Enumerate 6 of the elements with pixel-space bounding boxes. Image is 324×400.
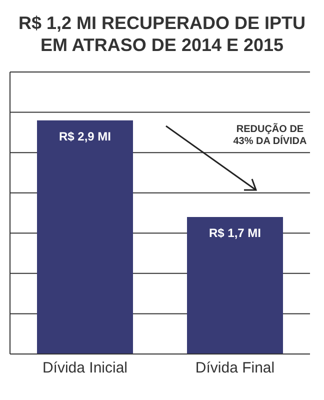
chart-title: R$ 1,2 MI RECUPERADO DE IPTU EM ATRASO DE 2014 E 2015: [17, 12, 307, 57]
x-tick-label: Dívida Final: [195, 360, 275, 377]
data-label: R$ 2,9 MI: [58, 129, 112, 144]
x-tick-label: Dívida Inicial: [42, 360, 128, 377]
annotation: REDUÇÃO DE 43% DA DÍVIDA: [232, 124, 308, 148]
data-label: R$ 1,7 MI: [208, 226, 262, 240]
